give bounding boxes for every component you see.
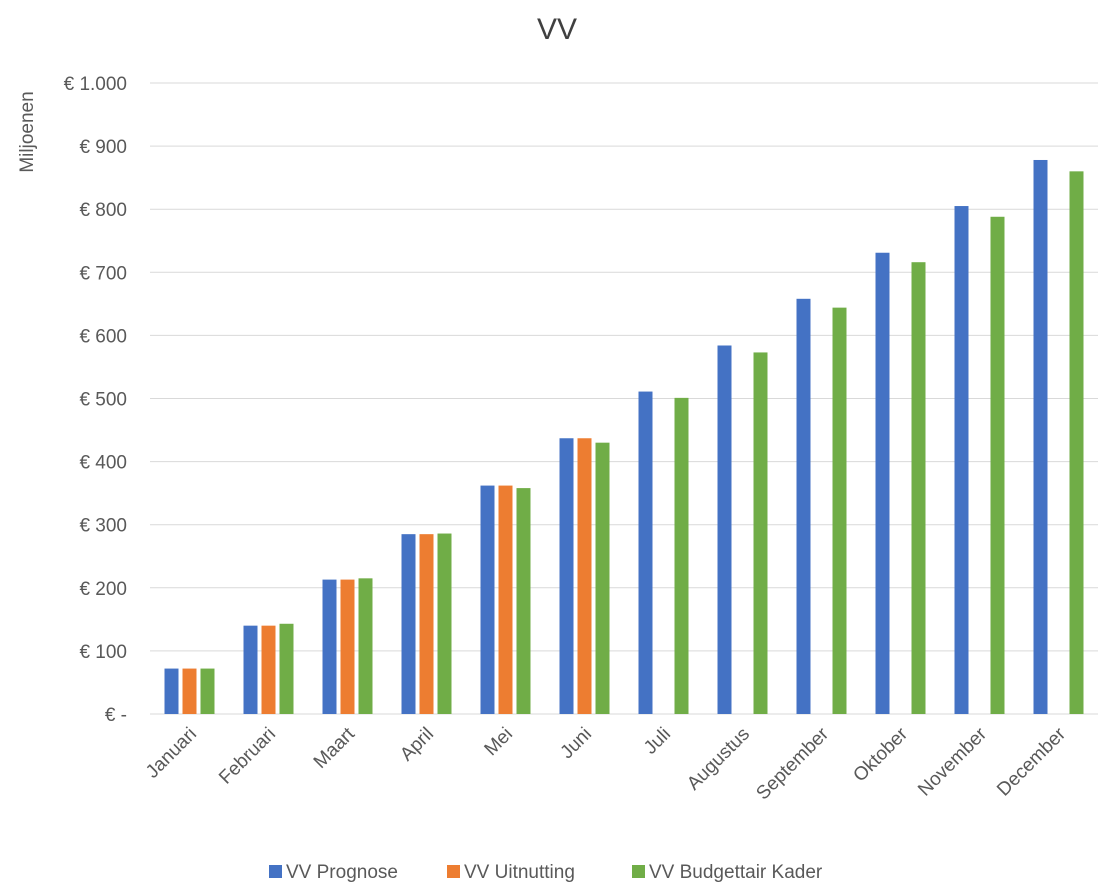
y-tick-label: € 100	[79, 642, 127, 663]
bar-vv-uitnutting-februari	[261, 625, 276, 714]
y-tick-label: € -	[105, 705, 127, 726]
bar-vv-uitnutting-maart	[340, 579, 355, 714]
y-tick-label: € 400	[79, 453, 127, 474]
bars	[164, 159, 1084, 715]
chart-title: VV	[537, 13, 577, 46]
bar-vv-prognose-juni	[559, 438, 574, 714]
y-tick-label: € 600	[79, 326, 127, 347]
bar-vv-uitnutting-januari	[182, 668, 197, 714]
bar-vv-budgettair-kader-september	[832, 307, 847, 714]
x-tick-label: Mei	[481, 724, 518, 761]
legend-swatch	[447, 865, 460, 878]
y-tick-label: € 200	[79, 579, 127, 600]
bar-vv-budgettair-kader-november	[990, 216, 1005, 714]
y-axis-label: Miljoenen	[17, 91, 38, 172]
y-tick-label: € 800	[79, 200, 127, 221]
x-tick-label: Augustus	[683, 724, 754, 795]
bar-vv-uitnutting-mei	[498, 485, 513, 714]
x-tick-label: Maart	[310, 723, 360, 773]
x-tick-label: December	[993, 723, 1070, 800]
legend: VV Prognose VV Uitnutting VV Budgettair Ka…	[269, 862, 823, 883]
bar-vv-budgettair-kader-januari	[200, 668, 215, 714]
bar-vv-prognose-november	[954, 206, 969, 715]
bar-vv-prognose-januari	[164, 668, 179, 714]
y-tick-label: € 500	[79, 390, 127, 411]
x-tick-label: November	[914, 723, 991, 800]
x-tick-label: Oktober	[849, 723, 912, 786]
x-tick-label: Januari	[142, 724, 201, 783]
gridlines	[150, 82, 1098, 715]
x-tick-label: Juni	[557, 724, 596, 763]
bar-vv-prognose-april	[401, 534, 416, 714]
legend-swatch	[632, 865, 645, 878]
bar-vv-budgettair-kader-mei	[516, 488, 531, 714]
bar-vv-prognose-maart	[322, 579, 337, 714]
bar-vv-budgettair-kader-juni	[595, 442, 610, 714]
y-axis-ticks: € - € 100 € 200 € 300 € 400 € 500 € 600 € 700 € …	[64, 74, 127, 726]
bar-vv-prognose-december	[1033, 159, 1048, 714]
bar-vv-budgettair-kader-maart	[358, 578, 373, 714]
y-tick-label: € 900	[79, 137, 127, 158]
bar-vv-uitnutting-juni	[577, 438, 592, 714]
x-tick-label: Februari	[215, 724, 280, 789]
bar-vv-budgettair-kader-augustus	[753, 352, 768, 714]
bar-vv-budgettair-kader-april	[437, 533, 452, 714]
x-tick-label: September	[752, 723, 833, 804]
bar-vv-budgettair-kader-februari	[279, 623, 294, 714]
x-tick-label: April	[396, 724, 438, 766]
y-tick-label: € 300	[79, 516, 127, 537]
y-tick-label: € 700	[79, 263, 127, 284]
bar-vv-prognose-september	[796, 298, 811, 714]
legend-label: VV Uitnutting	[464, 862, 575, 883]
bar-vv-budgettair-kader-oktober	[911, 262, 926, 714]
x-tick-label: Juli	[640, 724, 675, 759]
legend-label: VV Budgettair Kader	[649, 862, 823, 883]
bar-vv-prognose-oktober	[875, 252, 890, 714]
bar-vv-prognose-mei	[480, 485, 495, 714]
bar-vv-budgettair-kader-juli	[674, 397, 689, 714]
bar-vv-uitnutting-april	[419, 534, 434, 714]
y-tick-label: € 1.000	[64, 74, 127, 95]
legend-label: VV Prognose	[286, 862, 398, 883]
bar-vv-prognose-juli	[638, 391, 653, 714]
bar-vv-prognose-februari	[243, 625, 258, 714]
legend-swatch	[269, 865, 282, 878]
x-axis-ticks: Januari Februari Maart April Mei Juni Juli Augu…	[142, 723, 1070, 804]
bar-vv-prognose-augustus	[717, 345, 732, 714]
bar-vv-budgettair-kader-december	[1069, 171, 1084, 715]
